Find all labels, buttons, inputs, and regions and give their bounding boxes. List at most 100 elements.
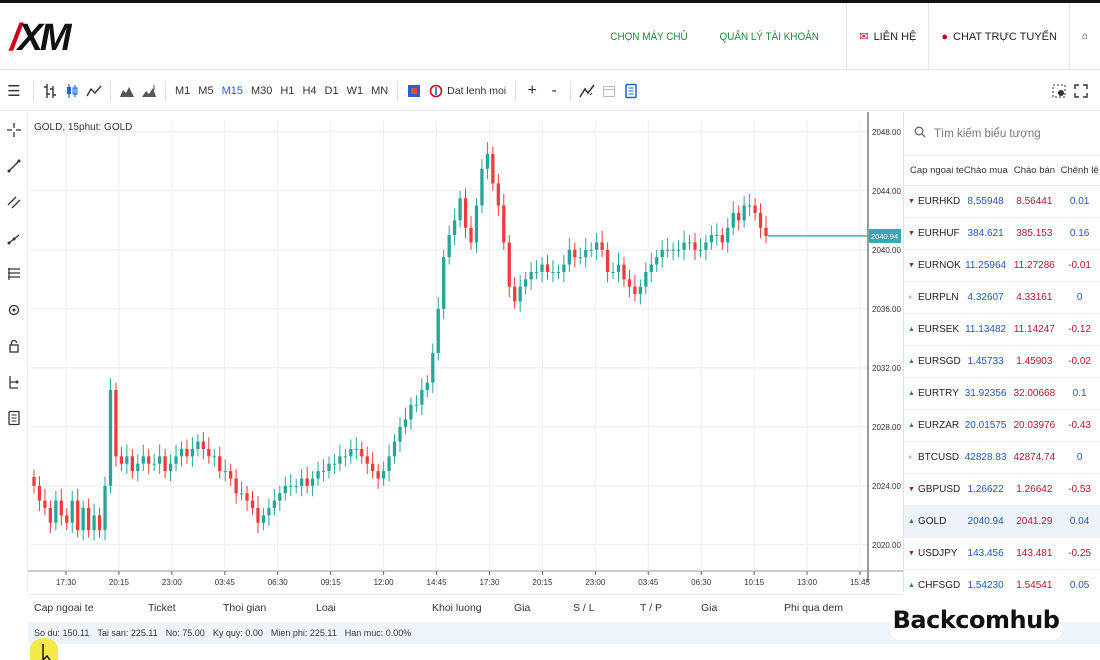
col-ask[interactable]: Chào bán [1013, 165, 1056, 176]
calendar-icon[interactable] [598, 77, 620, 105]
candle-body [595, 242, 599, 250]
symbol-row[interactable]: ▼ GBPUSD 1.26622 1.26642 -0.53 [904, 474, 1100, 506]
candle-body [463, 198, 468, 228]
timeframe-d1[interactable]: D1 [324, 84, 339, 97]
positions-header: Cap ngoai te Ticket Thoi gian Loai Khoi … [28, 594, 903, 620]
crosshair-icon[interactable] [0, 112, 28, 148]
search-input[interactable]: Tìm kiếm biểu tượng [934, 127, 1041, 140]
col-pair[interactable]: Cap ngoai te [910, 165, 964, 176]
ray-icon[interactable] [0, 220, 28, 256]
x-tick-label: 09:15 [321, 578, 342, 587]
zoom-out-button[interactable]: - [551, 81, 557, 99]
indicators-icon[interactable] [576, 77, 598, 105]
symbol-row[interactable]: ▲ EURSGD 1.45733 1.45903 -0.02 [904, 346, 1100, 378]
contact-button[interactable]: ✉ LIÊN HỆ [847, 3, 928, 70]
col-current-price[interactable]: Gia [701, 601, 718, 614]
symbol-name: EURNOK [918, 260, 961, 271]
col-swap[interactable]: Phi qua dem [784, 601, 843, 614]
ask-price: 1.26642 [1016, 484, 1053, 495]
area-chart-icon[interactable] [116, 77, 138, 105]
symbol-row[interactable]: ▲ EURZAR 20.01575 20.03976 -0.43 [904, 410, 1100, 442]
candle-body [163, 456, 167, 472]
chart-canvas[interactable]: 2048.00 2044.00 2040.00 2036.00 2032.00 2028.… [28, 112, 903, 594]
candle-body [485, 153, 490, 169]
timeframe-mn[interactable]: MN [371, 84, 389, 97]
price-chart[interactable]: 2048.00 2044.00 2040.00 2036.00 2032.00 2028.… [28, 112, 903, 594]
col-stop-loss[interactable]: S / L [573, 601, 595, 614]
symbol-row[interactable]: ▼ EURNOK 11.25964 11.27286 -0.01 [904, 250, 1100, 282]
bid-price: 1.45733 [967, 356, 1004, 367]
candle-body [562, 264, 566, 272]
timeframe-h4[interactable]: H4 [302, 84, 317, 97]
tree-icon[interactable] [0, 364, 28, 400]
manage-account-link[interactable]: QUẢN LÝ TÀI KHOẢN [719, 30, 819, 43]
candle-body [371, 463, 375, 472]
col-take-profit[interactable]: T / P [640, 601, 662, 614]
col-price[interactable]: Gia [514, 601, 531, 614]
zoom-in-button[interactable]: + [527, 81, 537, 99]
candlestick-icon[interactable] [61, 77, 83, 105]
candle-body [81, 507, 85, 531]
candle-body [354, 448, 358, 450]
home-button[interactable]: ⌂ [1070, 3, 1100, 70]
symbol-name-cell: ▼ EURHKD [904, 196, 962, 207]
symbol-row[interactable]: ▼ EURHUF 384.621 385.153 0.16 [904, 218, 1100, 250]
symbols-header: Cap ngoai te Chào mua Chào bán Chênh lệ [904, 156, 1100, 186]
candle-body [119, 456, 124, 464]
object-list-icon[interactable] [0, 400, 28, 436]
candle-body [32, 477, 36, 486]
col-volume[interactable]: Khoi luong [432, 601, 482, 614]
symbol-row[interactable]: ▼ EURHKD 8.55948 8.56441 0.01 [904, 186, 1100, 218]
bar-chart-icon[interactable] [39, 77, 61, 105]
symbol-row[interactable]: ▲ EURSEK 11.13482 11.14247 -0.12 [904, 314, 1100, 346]
menu-icon[interactable]: ☰ [7, 82, 21, 100]
candle-body [764, 227, 768, 236]
template-icon[interactable] [620, 77, 642, 105]
candle-body [513, 286, 517, 302]
change-value: 0 [1076, 292, 1083, 303]
col-currency-pair[interactable]: Cap ngoai te [34, 601, 94, 614]
timeframe-m15[interactable]: M15 [221, 84, 243, 97]
change-value: 0 [1076, 452, 1083, 463]
live-chat-button[interactable]: ● CHAT TRỰC TUYẾN [929, 3, 1069, 70]
symbol-row[interactable]: ● BTCUSD 42828.83 42874.74 0 [904, 442, 1100, 474]
fullscreen-icon[interactable] [1070, 77, 1092, 105]
candle-body [698, 249, 703, 251]
timeframe-h1[interactable]: H1 [280, 84, 295, 97]
timeframe-m5[interactable]: M5 [198, 84, 214, 97]
measure-icon[interactable] [0, 292, 28, 328]
channel-icon[interactable] [0, 184, 28, 220]
trend-line-icon[interactable] [0, 148, 28, 184]
symbol-row[interactable]: ▲ CHFSGD 1.54230 1.54541 0.05 [904, 570, 1100, 592]
timeframe-w1[interactable]: W1 [346, 84, 364, 97]
lock-icon[interactable] [0, 328, 28, 364]
choose-server-link[interactable]: CHỌN MÁY CHỦ [610, 30, 688, 43]
arrow-down-icon: ▼ [908, 230, 915, 237]
symbol-name-cell: ▼ USDJPY [904, 548, 962, 559]
screenshot-icon[interactable] [1048, 77, 1070, 105]
line-chart-icon[interactable] [83, 77, 105, 105]
col-ticket[interactable]: Ticket [148, 601, 176, 614]
timeframe-m1[interactable]: M1 [175, 84, 191, 97]
timeframe-m30[interactable]: M30 [250, 84, 273, 97]
bid-price: 42828.83 [964, 452, 1007, 463]
symbol-row[interactable]: ▼ USDJPY 143.456 143.481 -0.25 [904, 538, 1100, 570]
xm-logo[interactable]: /XM [10, 17, 72, 59]
chart-settings-icon[interactable] [403, 77, 425, 105]
candle-body [436, 308, 440, 354]
symbol-row[interactable]: ▲ EURTRY 31.92356 32.00668 0.1 [904, 378, 1100, 410]
symbol-row[interactable]: ● EURPLN 4.32607 4.33161 0 [904, 282, 1100, 314]
col-time[interactable]: Thoi gian [223, 601, 267, 614]
col-spread[interactable]: Chênh lệ [1060, 165, 1099, 176]
col-bid[interactable]: Chào mua [963, 165, 1008, 176]
symbol-search[interactable]: Tìm kiếm biểu tượng [904, 112, 1100, 156]
x-tick-label: 20:15 [109, 578, 130, 587]
col-type[interactable]: Loai [316, 601, 336, 614]
candle-body [349, 448, 353, 457]
indicator-chart-icon[interactable] [138, 77, 160, 105]
symbol-row[interactable]: ▲ GOLD 2040.94 2041.29 0.04 [904, 506, 1100, 538]
ask-price: 20.03976 [1013, 420, 1056, 431]
candle-body [753, 205, 757, 213]
new-order-button[interactable]: Dat lenh moi [425, 84, 510, 98]
fibonacci-icon[interactable] [0, 256, 28, 292]
